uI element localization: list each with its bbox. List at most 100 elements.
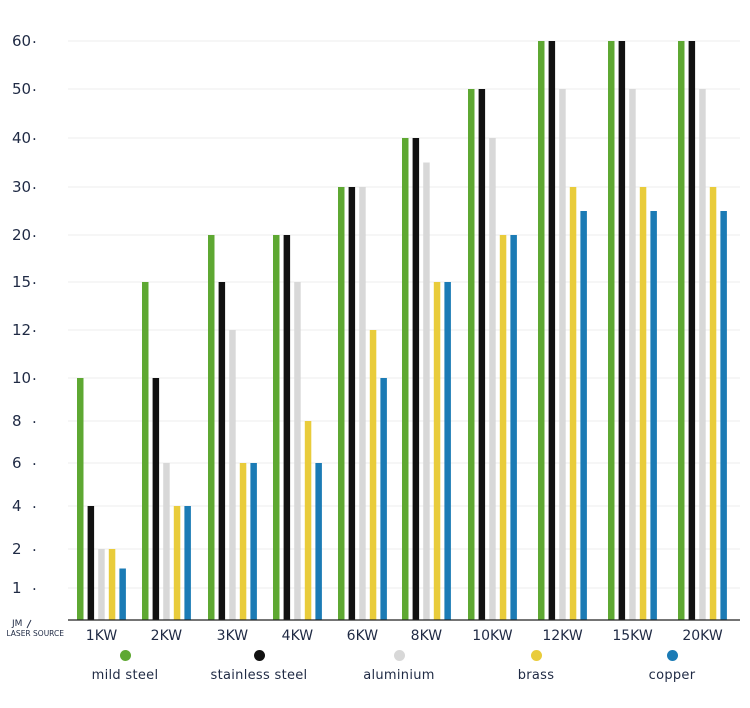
bar-10KW-mild-steel [468, 89, 475, 620]
legend-marker [253, 650, 265, 661]
x-axis-labels: 1KW 2KW 3KW 4KW 6KW 8KW 10KW 12KW 15KW 20KW [86, 628, 723, 644]
x-tick-label-10KW: 10KW [472, 628, 512, 644]
x-tick-label-20KW: 20KW [682, 628, 722, 644]
legend-marker [666, 650, 678, 661]
bar-2KW-brass [173, 506, 181, 620]
bar-20KW-mild-steel [678, 41, 685, 620]
bar-2KW-mild-steel [142, 282, 149, 620]
bar-6KW-stainless-steel [348, 187, 356, 620]
legend-item-stainless-steel: stainless steel [189, 648, 329, 683]
y-axis-ticks: 1.2.4.6.8.10.12.15.20.30.40.50.60. [12, 29, 37, 597]
bar-6KW-mild-steel [338, 187, 345, 620]
y-tick-dot-40: . [32, 126, 37, 144]
legend-label: aluminium [363, 668, 435, 683]
bar-12KW-stainless-steel [548, 41, 556, 620]
x-tick-label-8KW: 8KW [411, 628, 443, 644]
y-tick-label-20: 20 [12, 226, 31, 244]
bar-4KW-aluminium [294, 282, 301, 620]
bar-12KW-aluminium [559, 89, 566, 620]
bar-12KW-brass [569, 187, 577, 620]
bar-3KW-mild-steel [208, 235, 215, 620]
x-tick-label-1KW: 1KW [86, 628, 118, 644]
y-tick-dot-8: . [32, 409, 37, 427]
unit-label: JM LASER SOURCE [6, 619, 64, 638]
bar-3KW-copper [250, 463, 257, 620]
x-tick-label-2KW: 2KW [151, 628, 183, 644]
bar-20KW-stainless-steel [688, 41, 696, 620]
y-tick-dot-30: . [32, 175, 37, 193]
bar-6KW-aluminium [359, 187, 366, 620]
bar-1KW-aluminium [98, 549, 105, 620]
y-tick-dot-50: . [32, 77, 37, 95]
y-tick-dot-4: . [32, 494, 37, 512]
legend: mild steel stainless steel aluminium brass c… [0, 648, 750, 698]
bar-20KW-brass [709, 187, 717, 620]
y-tick-label-12: 12 [12, 321, 31, 339]
bar-8KW-aluminium [423, 162, 430, 620]
y-tick-label-30: 30 [12, 178, 31, 196]
x-tick-label-15KW: 15KW [612, 628, 652, 644]
legend-marker [530, 650, 542, 661]
bar-4KW-brass [304, 421, 312, 620]
bar-3KW-aluminium [229, 330, 236, 620]
legend-item-brass: brass [466, 648, 606, 683]
legend-marker [393, 650, 405, 661]
bar-4KW-copper [315, 463, 322, 620]
bar-8KW-copper [444, 282, 451, 620]
bar-10KW-stainless-steel [478, 89, 486, 620]
bar-10KW-aluminium [489, 138, 496, 620]
bar-20KW-aluminium [699, 89, 706, 620]
bar-15KW-aluminium [629, 89, 636, 620]
y-tick-dot-2: . [32, 537, 37, 555]
y-tick-dot-10: . [32, 366, 37, 384]
bar-3KW-brass [239, 463, 247, 620]
y-tick-label-50: 50 [12, 80, 31, 98]
legend-item-mild-steel: mild steel [55, 648, 195, 683]
bar-15KW-copper [650, 211, 657, 620]
y-tick-dot-1: . [32, 576, 37, 594]
bar-12KW-copper [580, 211, 587, 620]
legend-label: stainless steel [210, 668, 308, 683]
unit-label-top: JM [11, 619, 22, 629]
bar-3KW-stainless-steel [218, 282, 226, 620]
y-tick-label-8: 8 [12, 412, 22, 430]
y-tick-dot-60: . [32, 29, 37, 47]
bar-6KW-copper [380, 378, 387, 620]
legend-label: copper [648, 668, 696, 683]
x-tick-label-4KW: 4KW [282, 628, 314, 644]
legend-item-aluminium: aluminium [329, 648, 469, 683]
bar-4KW-mild-steel [273, 235, 280, 620]
x-tick-label-3KW: 3KW [217, 628, 249, 644]
bar-8KW-mild-steel [402, 138, 409, 620]
bar-8KW-brass [433, 282, 441, 620]
bar-20KW-copper [720, 211, 727, 620]
y-tick-label-1: 1 [12, 579, 22, 597]
y-tick-dot-6: . [32, 451, 37, 469]
y-tick-label-2: 2 [12, 540, 22, 558]
y-tick-label-6: 6 [12, 454, 22, 472]
y-tick-dot-20: . [32, 223, 37, 241]
y-tick-label-10: 10 [12, 369, 31, 387]
y-tick-label-40: 40 [12, 129, 31, 147]
bar-chart: 1.2.4.6.8.10.12.15.20.30.40.50.60. 1KW 2K… [6, 29, 740, 644]
bar-2KW-aluminium [163, 463, 170, 620]
bar-1KW-stainless-steel [87, 506, 95, 620]
legend-marker [119, 650, 131, 661]
x-tick-label-6KW: 6KW [347, 628, 379, 644]
bars [77, 41, 727, 620]
y-tick-dot-12: . [32, 318, 37, 336]
y-tick-label-60: 60 [12, 32, 31, 50]
unit-label-bottom: LASER SOURCE [6, 629, 64, 638]
bar-2KW-copper [184, 506, 191, 620]
legend-label: brass [517, 668, 555, 683]
x-tick-label-12KW: 12KW [542, 628, 582, 644]
bar-15KW-stainless-steel [618, 41, 626, 620]
bar-2KW-stainless-steel [152, 378, 160, 620]
legend-label: mild steel [91, 668, 159, 683]
bar-1KW-copper [119, 568, 126, 620]
bar-12KW-mild-steel [538, 41, 545, 620]
bar-4KW-stainless-steel [283, 235, 291, 620]
bar-15KW-brass [639, 187, 647, 620]
bar-1KW-mild-steel [77, 378, 84, 620]
bar-6KW-brass [369, 330, 377, 620]
